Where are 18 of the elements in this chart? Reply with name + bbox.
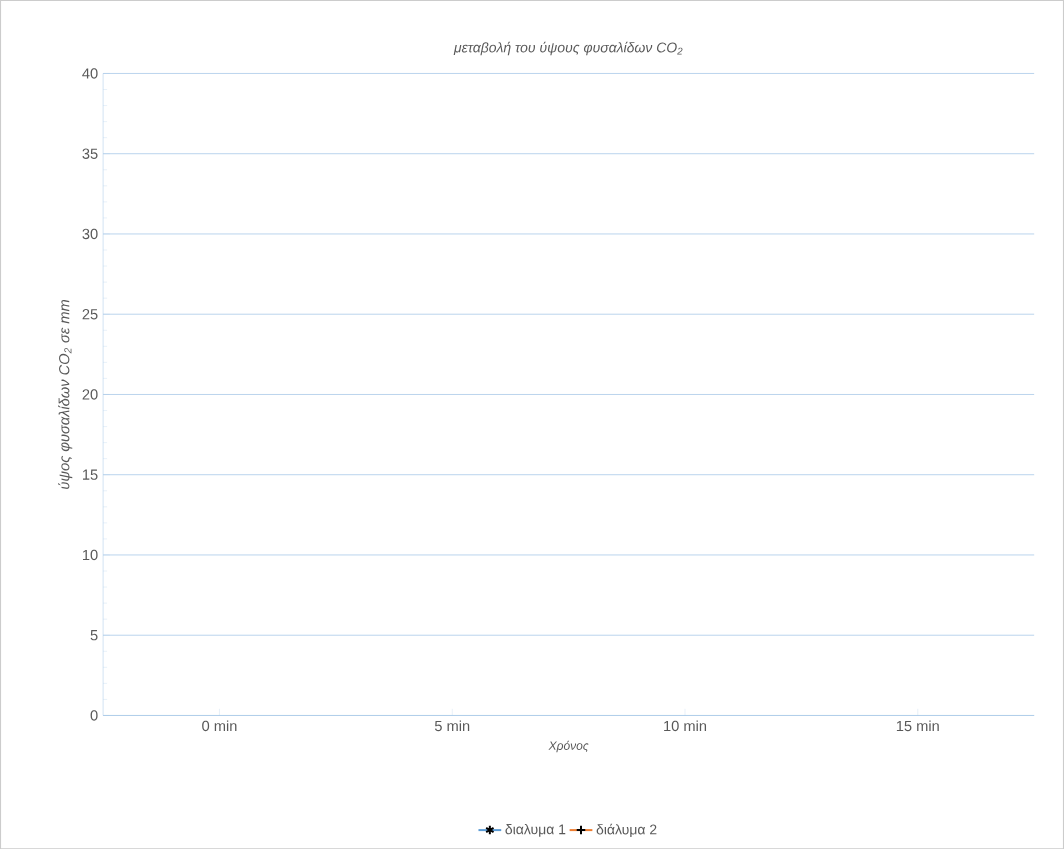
y-tick-label: 25 [82,308,98,320]
y-tick-label: 0 [90,710,98,721]
y-tick-label: 40 [82,68,98,79]
y-tick-label: 10 [82,549,98,561]
x-axis-title: Χρόνος [548,740,589,753]
y-axis-title: ύψος φυσαλίδων CO$_{2}$ σε mm [58,299,73,489]
chart-title: μεταβολή του ύψους φυσαλίδων CO$_{2}$ [453,41,683,56]
y-tick-label: 5 [90,630,98,641]
y-tick-label: 20 [82,389,98,400]
y-tick-label: 35 [82,148,98,159]
x-tick-label: 5 min [434,720,470,732]
y-tick-label: 15 [82,469,98,480]
x-tick-label: 0 min [202,720,237,732]
legend-label: διάλυμα 2 [596,823,657,837]
legend-label: διαλυμα 1 [505,823,566,837]
x-tick-label: 15 min [896,720,939,732]
y-tick-label: 30 [82,228,98,240]
x-tick-label: 10 min [664,720,707,732]
